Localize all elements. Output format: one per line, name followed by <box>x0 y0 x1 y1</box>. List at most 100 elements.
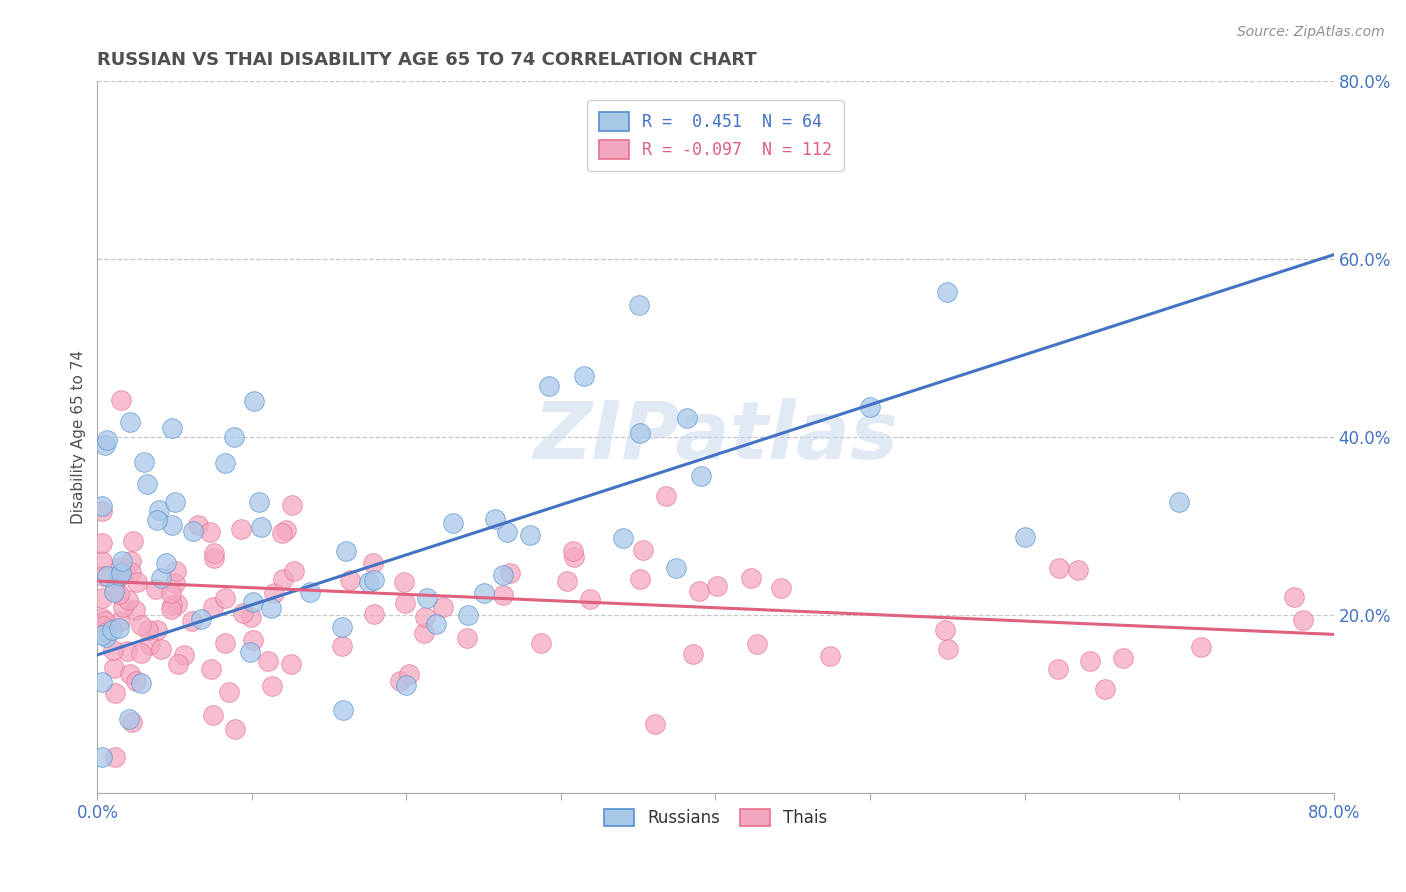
Point <box>146 623 169 637</box>
Point <box>129 617 152 632</box>
Point <box>1189 640 1212 655</box>
Point <box>655 489 678 503</box>
Point <box>745 637 768 651</box>
Point <box>239 645 262 659</box>
Point <box>456 632 478 646</box>
Point <box>770 581 793 595</box>
Point <box>214 591 236 605</box>
Point <box>936 285 959 300</box>
Point <box>249 519 271 533</box>
Point <box>357 574 380 589</box>
Point <box>198 524 221 539</box>
Point <box>110 559 132 574</box>
Point <box>472 586 495 600</box>
Point <box>162 517 184 532</box>
Point <box>181 615 204 629</box>
Point <box>108 568 131 582</box>
Point <box>1014 530 1036 544</box>
Point <box>260 679 283 693</box>
Point <box>167 657 190 671</box>
Point <box>519 528 541 542</box>
Point <box>530 635 553 649</box>
Point <box>165 564 187 578</box>
Point <box>183 524 205 538</box>
Point <box>159 602 181 616</box>
Point <box>165 576 187 591</box>
Point <box>110 393 132 408</box>
Point <box>155 556 177 570</box>
Point <box>160 586 183 600</box>
Point <box>1111 651 1133 665</box>
Point <box>499 566 522 580</box>
Point <box>859 400 882 414</box>
Point <box>1168 495 1191 509</box>
Point <box>148 502 170 516</box>
Point <box>398 666 420 681</box>
Point <box>94 438 117 452</box>
Point <box>492 588 515 602</box>
Point <box>224 722 246 736</box>
Point <box>96 630 118 644</box>
Point <box>132 455 155 469</box>
Point <box>96 624 118 639</box>
Point <box>96 568 118 582</box>
Point <box>91 591 114 606</box>
Point <box>335 544 357 558</box>
Point <box>122 533 145 548</box>
Point <box>363 573 385 587</box>
Point <box>232 606 254 620</box>
Point <box>706 579 728 593</box>
Point <box>117 644 139 658</box>
Point <box>1067 563 1090 577</box>
Point <box>103 584 125 599</box>
Point <box>104 686 127 700</box>
Point <box>103 642 125 657</box>
Point <box>682 647 704 661</box>
Point <box>413 610 436 624</box>
Point <box>1094 681 1116 696</box>
Point <box>120 565 142 579</box>
Point <box>108 614 131 628</box>
Point <box>218 684 240 698</box>
Point <box>283 565 305 579</box>
Point <box>395 678 418 692</box>
Point <box>145 582 167 597</box>
Point <box>628 425 651 440</box>
Point <box>562 549 585 564</box>
Point <box>129 646 152 660</box>
Point <box>339 573 361 587</box>
Point <box>818 648 841 663</box>
Point <box>111 554 134 568</box>
Point <box>120 415 142 429</box>
Point <box>555 574 578 589</box>
Legend: Russians, Thais: Russians, Thais <box>598 803 834 834</box>
Point <box>644 716 666 731</box>
Point <box>117 593 139 607</box>
Point <box>242 595 264 609</box>
Point <box>163 494 186 508</box>
Point <box>263 586 285 600</box>
Point <box>612 531 634 545</box>
Point <box>361 556 384 570</box>
Point <box>441 516 464 531</box>
Point <box>631 542 654 557</box>
Point <box>96 434 118 448</box>
Point <box>222 430 245 444</box>
Point <box>146 513 169 527</box>
Point <box>432 599 454 614</box>
Point <box>114 564 136 578</box>
Point <box>242 632 264 647</box>
Point <box>94 614 117 628</box>
Point <box>91 536 114 550</box>
Point <box>1047 561 1070 575</box>
Point <box>118 666 141 681</box>
Point <box>110 566 132 580</box>
Point <box>257 654 280 668</box>
Point <box>274 524 297 538</box>
Point <box>562 543 585 558</box>
Point <box>247 495 270 509</box>
Point <box>627 297 650 311</box>
Point <box>332 620 354 634</box>
Point <box>934 624 956 638</box>
Point <box>202 546 225 560</box>
